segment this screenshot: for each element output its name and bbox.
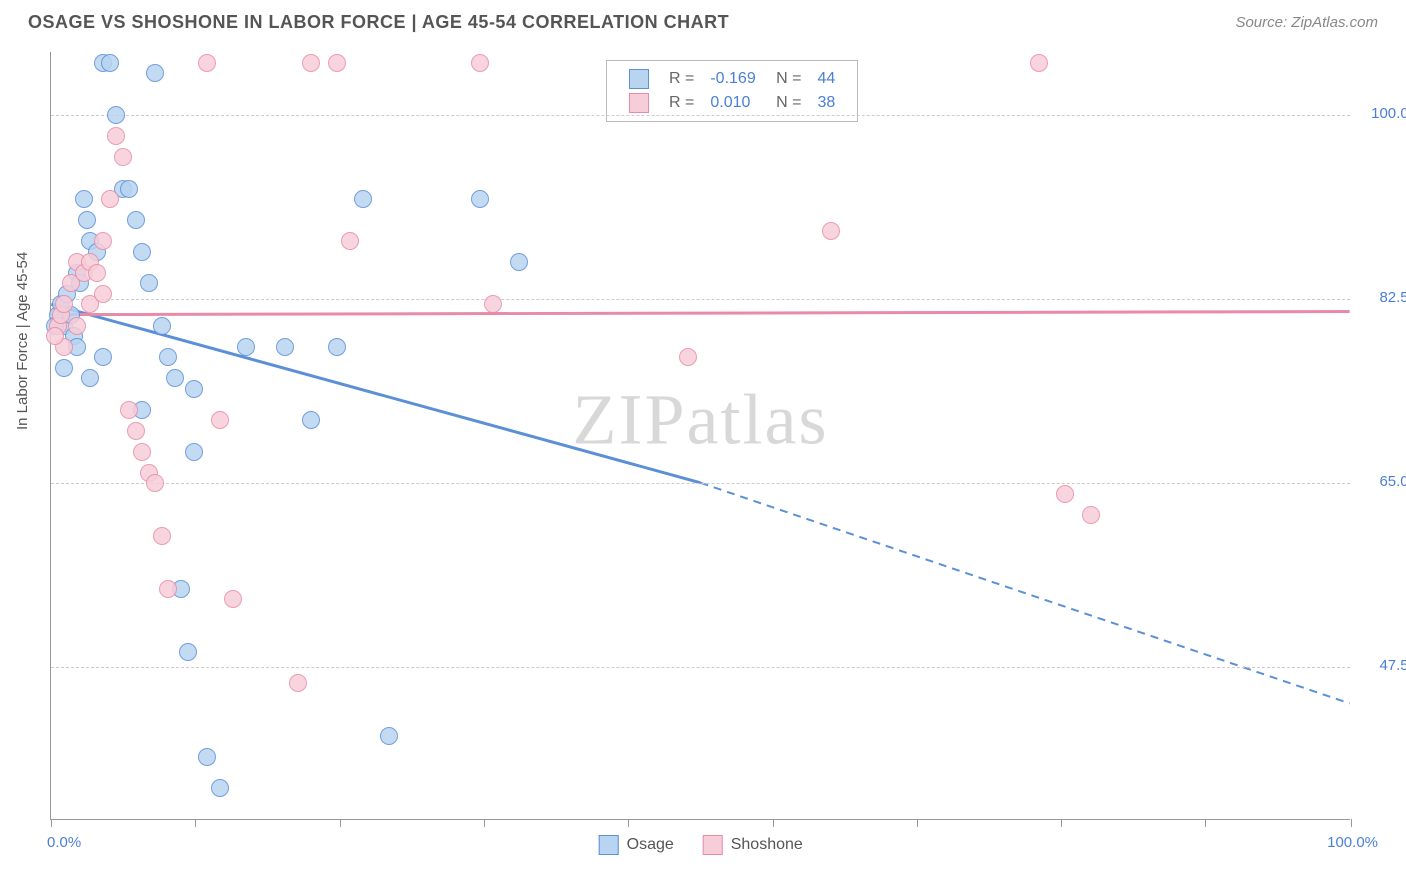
- x-tick: [1351, 819, 1352, 827]
- data-point-osage: [75, 190, 93, 208]
- x-tick: [51, 819, 52, 827]
- data-point-shoshone: [94, 232, 112, 250]
- y-tick-label: 65.0%: [1379, 473, 1406, 490]
- data-point-osage: [185, 380, 203, 398]
- data-point-shoshone: [127, 422, 145, 440]
- swatch-shoshone: [629, 93, 649, 113]
- data-point-shoshone: [211, 411, 229, 429]
- y-tick-label: 82.5%: [1379, 289, 1406, 306]
- data-point-shoshone: [153, 527, 171, 545]
- x-tick: [195, 819, 196, 827]
- data-point-osage: [146, 64, 164, 82]
- n-value-shoshone: 38: [810, 91, 844, 115]
- x-tick: [340, 819, 341, 827]
- x-tick: [917, 819, 918, 827]
- data-point-osage: [78, 211, 96, 229]
- x-tick: [773, 819, 774, 827]
- x-tick: [484, 819, 485, 827]
- gridline: [51, 299, 1350, 300]
- data-point-osage: [198, 748, 216, 766]
- data-point-osage: [107, 106, 125, 124]
- swatch-osage-bottom: [598, 835, 618, 855]
- x-axis-max-label: 100.0%: [1327, 834, 1378, 851]
- scatter-chart: ZIPatlas R = -0.169 N = 44 R = 0.010 N =…: [50, 52, 1350, 820]
- data-point-osage: [380, 727, 398, 745]
- data-point-shoshone: [1056, 485, 1074, 503]
- data-point-osage: [302, 411, 320, 429]
- data-point-shoshone: [94, 285, 112, 303]
- data-point-osage: [166, 369, 184, 387]
- data-point-osage: [328, 338, 346, 356]
- data-point-shoshone: [46, 327, 64, 345]
- y-tick-label: 100.0%: [1371, 105, 1406, 122]
- data-point-shoshone: [146, 474, 164, 492]
- legend-label-shoshone: Shoshone: [731, 836, 803, 853]
- data-point-osage: [179, 643, 197, 661]
- correlation-legend: R = -0.169 N = 44 R = 0.010 N = 38: [606, 60, 858, 122]
- data-point-shoshone: [88, 264, 106, 282]
- data-point-osage: [133, 243, 151, 261]
- data-point-shoshone: [1082, 506, 1100, 524]
- y-tick-label: 47.5%: [1379, 657, 1406, 674]
- swatch-osage: [629, 69, 649, 89]
- data-point-shoshone: [328, 54, 346, 72]
- data-point-shoshone: [114, 148, 132, 166]
- data-point-shoshone: [198, 54, 216, 72]
- x-tick: [1061, 819, 1062, 827]
- data-point-shoshone: [133, 443, 151, 461]
- chart-header: OSAGE VS SHOSHONE IN LABOR FORCE | AGE 4…: [0, 0, 1406, 41]
- data-point-osage: [55, 359, 73, 377]
- data-point-osage: [153, 317, 171, 335]
- data-point-shoshone: [68, 317, 86, 335]
- n-value-osage: 44: [810, 67, 844, 91]
- chart-title: OSAGE VS SHOSHONE IN LABOR FORCE | AGE 4…: [28, 12, 729, 33]
- data-point-shoshone: [159, 580, 177, 598]
- data-point-shoshone: [55, 295, 73, 313]
- data-point-shoshone: [1030, 54, 1048, 72]
- data-point-osage: [127, 211, 145, 229]
- data-point-osage: [276, 338, 294, 356]
- x-tick: [628, 819, 629, 827]
- y-axis-label: In Labor Force | Age 45-54: [14, 252, 31, 430]
- data-point-osage: [510, 253, 528, 271]
- data-point-osage: [159, 348, 177, 366]
- data-point-shoshone: [471, 54, 489, 72]
- x-tick: [1205, 819, 1206, 827]
- legend-row-osage: R = -0.169 N = 44: [621, 67, 843, 91]
- data-point-shoshone: [101, 190, 119, 208]
- data-point-osage: [140, 274, 158, 292]
- data-point-osage: [101, 54, 119, 72]
- r-value-shoshone: 0.010: [702, 91, 763, 115]
- legend-row-shoshone: R = 0.010 N = 38: [621, 91, 843, 115]
- data-point-osage: [120, 180, 138, 198]
- watermark-text: ZIPatlas: [573, 379, 829, 462]
- data-point-osage: [237, 338, 255, 356]
- data-point-osage: [185, 443, 203, 461]
- data-point-shoshone: [822, 222, 840, 240]
- data-point-osage: [81, 369, 99, 387]
- data-point-osage: [354, 190, 372, 208]
- data-point-shoshone: [302, 54, 320, 72]
- legend-label-osage: Osage: [627, 836, 674, 853]
- data-point-osage: [94, 348, 112, 366]
- data-point-shoshone: [679, 348, 697, 366]
- data-point-shoshone: [120, 401, 138, 419]
- r-value-osage: -0.169: [702, 67, 763, 91]
- x-axis-min-label: 0.0%: [47, 834, 81, 851]
- gridline: [51, 483, 1350, 484]
- data-point-shoshone: [341, 232, 359, 250]
- gridline: [51, 115, 1350, 116]
- data-point-shoshone: [107, 127, 125, 145]
- data-point-shoshone: [224, 590, 242, 608]
- data-point-shoshone: [289, 674, 307, 692]
- trend-lines-layer: [51, 52, 1350, 819]
- swatch-shoshone-bottom: [702, 835, 722, 855]
- data-point-shoshone: [484, 295, 502, 313]
- data-point-osage: [211, 779, 229, 797]
- data-point-osage: [471, 190, 489, 208]
- series-legend: Osage Shoshone: [586, 835, 815, 855]
- source-attribution: Source: ZipAtlas.com: [1235, 14, 1378, 31]
- gridline: [51, 667, 1350, 668]
